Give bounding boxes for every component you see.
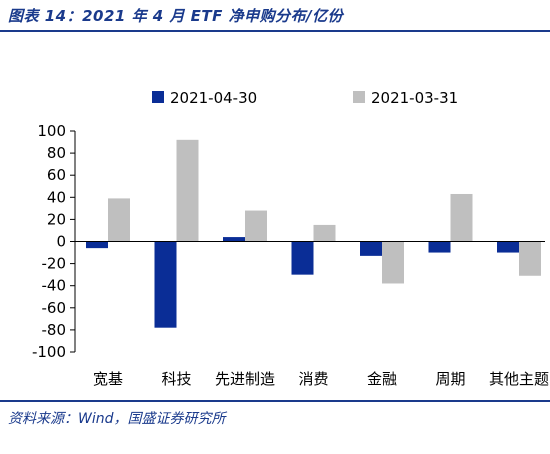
- title-divider: [0, 30, 550, 32]
- footer-divider: [0, 400, 550, 402]
- bar-series-b: [450, 193, 473, 242]
- bar-series-a: [497, 241, 519, 253]
- bar-series-b: [108, 198, 130, 242]
- y-tick-label: -40: [42, 277, 67, 295]
- bar-chart: 2021-04-30 2021-03-31 100 80 60 40 20 0 -20 -40 -…: [32, 89, 549, 388]
- bar-series-a: [291, 241, 314, 275]
- category-label: 科技: [161, 370, 191, 388]
- x-axis: 宽基 科技 先进制造 消费 金融 周期 其他主题: [75, 241, 549, 388]
- legend-label: 2021-03-31: [371, 89, 458, 107]
- category-label: 周期: [435, 370, 465, 388]
- legend-label: 2021-04-30: [170, 89, 257, 107]
- y-tick-label: 60: [47, 166, 66, 184]
- category-label: 宽基: [93, 370, 123, 388]
- y-tick-label: 20: [47, 210, 66, 228]
- y-tick-label: 40: [47, 188, 66, 206]
- y-tick-label: 0: [56, 233, 66, 251]
- source-note: 资料来源：Wind，国盛证券研究所: [8, 411, 226, 427]
- chart-bars: [86, 139, 541, 328]
- bar-series-a: [86, 241, 108, 249]
- y-tick-label: -80: [42, 321, 67, 339]
- bar-series-b: [519, 241, 541, 276]
- bar-series-a: [154, 241, 177, 328]
- bar-series-a: [223, 237, 245, 242]
- legend-swatch: [353, 91, 365, 103]
- category-label: 金融: [367, 370, 397, 388]
- y-tick-label: 100: [37, 122, 66, 140]
- category-label: 先进制造: [215, 370, 275, 388]
- y-tick-label: -100: [32, 343, 66, 361]
- figure-title: 图表 14：2021 年 4 月 ETF 净申购分布/亿份: [8, 7, 344, 25]
- bar-series-b: [245, 210, 267, 242]
- bar-series-b: [313, 224, 336, 242]
- chart-legend: 2021-04-30 2021-03-31: [152, 89, 458, 107]
- bar-series-a: [428, 241, 451, 253]
- y-tick-label: -20: [42, 255, 67, 273]
- bar-series-a: [360, 241, 382, 256]
- y-axis: 100 80 60 40 20 0 -20 -40 -60 -80 -100: [32, 122, 76, 361]
- y-tick-label: 80: [47, 144, 66, 162]
- bar-series-b: [382, 241, 404, 284]
- category-label: 其他主题: [489, 370, 549, 388]
- bar-series-b: [176, 139, 199, 242]
- category-label: 消费: [298, 370, 328, 388]
- y-tick-label: -60: [42, 299, 67, 317]
- legend-swatch: [152, 91, 164, 103]
